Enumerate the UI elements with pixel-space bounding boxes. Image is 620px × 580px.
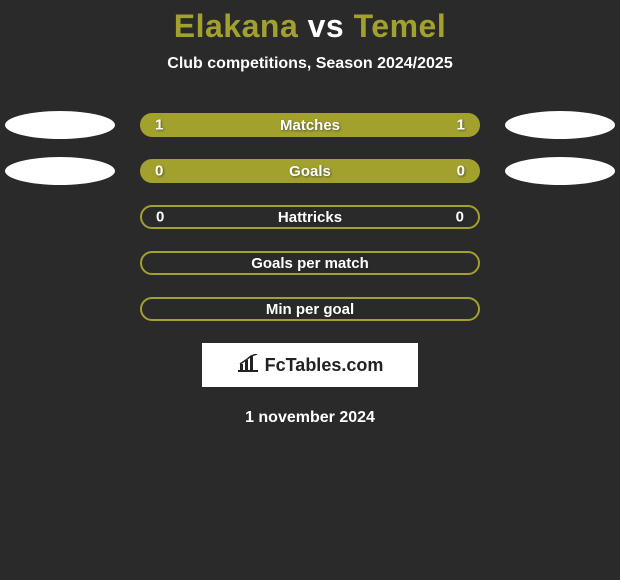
- player-badge-left: [5, 157, 115, 185]
- player-badge-right: [505, 157, 615, 185]
- stats-region: Matches 1 1 Goals 0 0 Hattricks 0 0 Goals per mat…: [0, 113, 620, 321]
- stat-value-left: 0: [156, 209, 164, 226]
- stat-bar: Matches 1 1: [140, 113, 480, 137]
- stat-bar: Hattricks 0 0: [140, 205, 480, 229]
- stat-value-left: 1: [155, 117, 163, 134]
- player-badge-left: [5, 111, 115, 139]
- stat-value-right: 0: [456, 209, 464, 226]
- stat-value-right: 0: [457, 163, 465, 180]
- date-line: 1 november 2024: [0, 409, 620, 427]
- stat-value-left: 0: [155, 163, 163, 180]
- bar-chart-icon: [237, 354, 259, 377]
- stat-row: Min per goal: [0, 297, 620, 321]
- stat-label: Goals: [289, 163, 331, 180]
- title-left: Elakana: [174, 8, 298, 44]
- stat-row: Goals per match: [0, 251, 620, 275]
- stat-label: Matches: [280, 117, 340, 134]
- stat-label: Hattricks: [278, 209, 342, 226]
- page-title: Elakana vs Temel: [0, 8, 620, 45]
- stat-label: Min per goal: [266, 301, 354, 318]
- stat-value-right: 1: [457, 117, 465, 134]
- logo-text: FcTables.com: [265, 355, 384, 376]
- title-vs: vs: [308, 8, 345, 44]
- title-right: Temel: [354, 8, 447, 44]
- stat-bar: Goals 0 0: [140, 159, 480, 183]
- stat-row: Matches 1 1: [0, 113, 620, 137]
- stat-label: Goals per match: [251, 255, 369, 272]
- player-badge-right: [505, 111, 615, 139]
- subtitle: Club competitions, Season 2024/2025: [0, 55, 620, 73]
- stat-row: Goals 0 0: [0, 159, 620, 183]
- stat-row: Hattricks 0 0: [0, 205, 620, 229]
- logo-box: FcTables.com: [202, 343, 418, 387]
- stat-bar: Goals per match: [140, 251, 480, 275]
- stat-bar: Min per goal: [140, 297, 480, 321]
